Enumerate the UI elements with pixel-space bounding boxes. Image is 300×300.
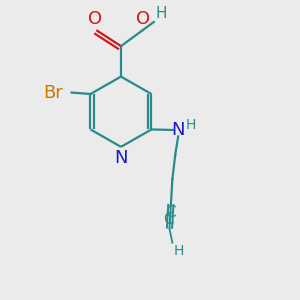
Text: H: H bbox=[155, 6, 167, 21]
Text: C: C bbox=[163, 212, 174, 227]
Text: N: N bbox=[171, 121, 185, 139]
Text: O: O bbox=[88, 10, 102, 28]
Text: H: H bbox=[174, 244, 184, 258]
Text: H: H bbox=[185, 118, 196, 132]
Text: N: N bbox=[114, 149, 128, 167]
Text: O: O bbox=[136, 10, 150, 28]
Text: C: C bbox=[165, 206, 175, 220]
Text: Br: Br bbox=[43, 84, 63, 102]
